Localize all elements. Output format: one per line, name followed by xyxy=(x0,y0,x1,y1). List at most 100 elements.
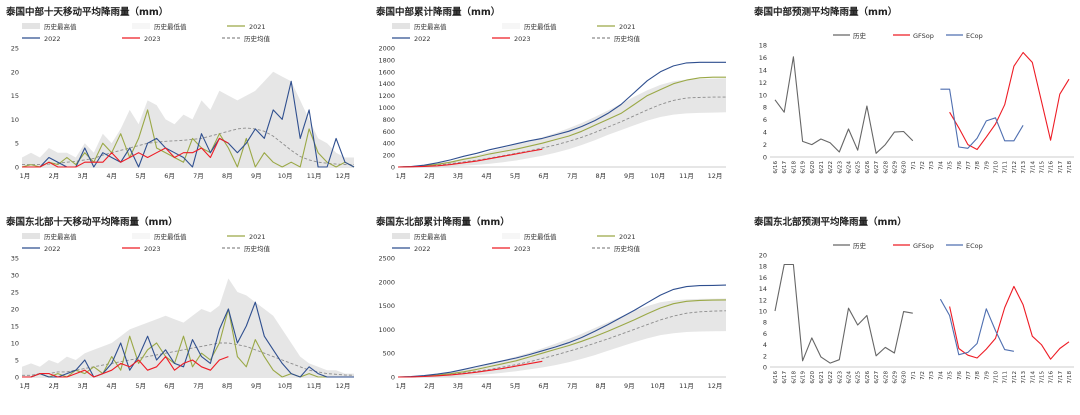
x-tick-label: 8月 xyxy=(222,382,233,390)
y-tick-label: 25 xyxy=(11,45,19,53)
series-2021-line xyxy=(397,299,727,378)
x-tick-label: 1月 xyxy=(20,172,31,180)
x-tick-label: 7/8 xyxy=(975,371,981,380)
x-tick-label: 9月 xyxy=(624,172,635,180)
x-tick-label: 12月 xyxy=(708,172,723,180)
y-tick-label: 20 xyxy=(759,252,767,260)
legend-swatch xyxy=(502,23,520,29)
x-tick-label: 6/21 xyxy=(819,161,825,174)
x-tick-label: 7月 xyxy=(567,172,578,180)
legend-label: GFSop xyxy=(913,242,934,250)
series-hist-avg-line xyxy=(22,127,354,166)
y-tick-label: 14 xyxy=(759,66,767,74)
y-tick-label: 600 xyxy=(383,128,395,136)
y-tick-label: 0 xyxy=(15,164,19,172)
x-tick-label: 7月 xyxy=(193,382,204,390)
x-tick-label: 7/15 xyxy=(1039,161,1045,174)
x-tick-label: 6/23 xyxy=(837,371,843,384)
x-tick-label: 7/14 xyxy=(1030,371,1036,384)
x-tick-label: 7/16 xyxy=(1049,371,1055,384)
x-tick-label: 7/4 xyxy=(938,371,944,380)
legend-label: 2021 xyxy=(249,23,266,31)
x-tick-label: 6/27 xyxy=(874,371,880,384)
x-tick-label: 6/18 xyxy=(791,161,797,174)
legend-swatch xyxy=(132,23,150,29)
legend-label: 2023 xyxy=(514,35,531,43)
y-tick-label: 10 xyxy=(759,308,767,316)
legend-swatch xyxy=(22,233,40,239)
y-tick-label: 15 xyxy=(11,323,19,331)
x-tick-label: 6/28 xyxy=(883,161,889,174)
x-tick-label: 7/10 xyxy=(994,371,1000,384)
y-tick-label: 2 xyxy=(763,141,767,149)
x-tick-label: 6/29 xyxy=(892,371,898,384)
y-tick-label: 10 xyxy=(11,116,19,124)
x-tick-label: 7月 xyxy=(567,382,578,390)
x-tick-label: 6/17 xyxy=(782,161,788,174)
y-tick-label: 1000 xyxy=(378,326,395,334)
x-tick-label: 7/13 xyxy=(1021,371,1027,384)
y-tick-label: 1000 xyxy=(378,104,395,112)
x-tick-label: 7/15 xyxy=(1039,371,1045,384)
y-tick-label: 0 xyxy=(15,374,19,382)
x-tick-label: 7/7 xyxy=(966,371,972,380)
x-tick-label: 6月 xyxy=(538,382,549,390)
x-tick-label: 1月 xyxy=(20,382,31,390)
legend-label: 历史最低值 xyxy=(524,232,557,241)
y-tick-label: 1400 xyxy=(378,80,395,88)
legend-label: 2023 xyxy=(144,35,161,43)
y-tick-label: 800 xyxy=(383,116,395,124)
legend-label: 历史均值 xyxy=(244,244,271,253)
x-tick-label: 7/12 xyxy=(1012,161,1018,174)
legend: 历史最高值 历史最低值 2021 2022 2023 历史均值 xyxy=(22,22,271,43)
series-gfsop-line xyxy=(949,51,1070,151)
x-tick-label: 7/17 xyxy=(1058,371,1064,384)
x-tick-label: 7/2 xyxy=(920,161,926,170)
legend-label: GFSop xyxy=(913,32,934,40)
series-2022-line xyxy=(22,301,354,378)
y-tick-label: 2000 xyxy=(378,278,395,286)
legend-swatch xyxy=(502,233,520,239)
x-tick-label: 5月 xyxy=(135,172,146,180)
x-tick-label: 6月 xyxy=(164,382,175,390)
x-tick-label: 3月 xyxy=(453,172,464,180)
series-historical-range-band xyxy=(22,278,354,377)
x-tick-label: 1月 xyxy=(396,172,407,180)
x-tick-label: 10月 xyxy=(278,172,293,180)
x-tick-label: 8月 xyxy=(595,382,606,390)
series-hist-avg-line xyxy=(397,310,727,378)
chart-5: 泰国东北部累计降雨量（mm）05001000150020002500历史最高值历… xyxy=(375,216,727,390)
x-tick-label: 4月 xyxy=(481,172,492,180)
x-tick-label: 6/21 xyxy=(819,371,825,384)
series-2022-line xyxy=(397,284,727,378)
y-tick-label: 6 xyxy=(763,330,767,338)
series-2021-line xyxy=(397,76,726,168)
series-hist-avg-line xyxy=(397,96,726,168)
x-tick-label: 6/25 xyxy=(856,161,862,174)
x-tick-label: 7/11 xyxy=(1003,161,1009,174)
y-tick-label: 1600 xyxy=(378,68,395,76)
legend-swatch xyxy=(392,233,410,239)
y-tick-label: 500 xyxy=(383,350,395,358)
y-tick-label: 16 xyxy=(759,54,767,62)
series-2022-line xyxy=(397,61,726,168)
x-tick-label: 7/1 xyxy=(911,161,917,170)
legend-label: 历史最低值 xyxy=(154,232,187,241)
x-tick-label: 6/28 xyxy=(883,371,889,384)
y-tick-label: 25 xyxy=(11,289,19,297)
chart-2: 泰国中部累计降雨量（mm） 0 200 400 600 800 1000 1200 1400 16… xyxy=(375,6,726,180)
chart-title: 泰国中部十天移动平均降雨量（mm） xyxy=(5,6,168,18)
x-tick-label: 2月 xyxy=(49,382,60,390)
legend: 历史最高值 历史最低值 2021 2022 2023 历史均值 xyxy=(22,232,271,253)
x-tick-label: 7/6 xyxy=(957,161,963,170)
x-tick-label: 6月 xyxy=(538,172,549,180)
legend-label: ECop xyxy=(966,242,983,250)
legend-swatch xyxy=(392,23,410,29)
legend-swatch xyxy=(132,233,150,239)
y-tick-label: 0 xyxy=(391,164,395,172)
series-2022-line xyxy=(22,80,355,168)
series-ecop-line xyxy=(940,88,1024,149)
x-tick-label: 4月 xyxy=(106,172,117,180)
y-tick-label: 20 xyxy=(11,68,19,76)
y-tick-label: 10 xyxy=(759,91,767,99)
